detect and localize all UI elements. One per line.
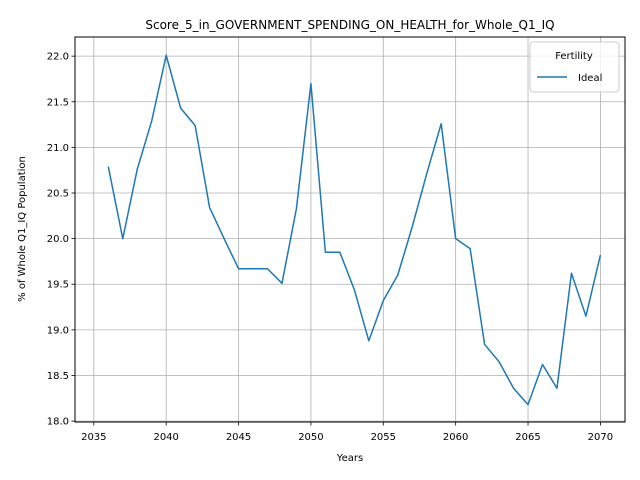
x-tick-label: 2050 [298, 432, 323, 443]
y-tick-label: 21.5 [47, 97, 69, 108]
x-axis-title: Years [336, 453, 363, 464]
x-axis: 2035 2040 2045 2050 2055 2060 2065 2070 [81, 422, 613, 443]
y-tick-label: 20.0 [47, 234, 69, 245]
x-tick-label: 2060 [443, 432, 468, 443]
y-tick-label: 21.0 [47, 143, 69, 154]
legend-box [529, 41, 620, 93]
y-axis: 18.0 18.5 19.0 19.5 20.0 20.5 21.0 21.5 22.0 [47, 52, 75, 428]
x-tick-label: 2070 [588, 432, 613, 443]
x-tick-label: 2040 [153, 432, 178, 443]
x-tick-label: 2045 [226, 432, 251, 443]
series-line-ideal [107, 54, 602, 406]
legend-label-ideal: Ideal [578, 73, 602, 84]
x-tick-label: 2055 [371, 432, 396, 443]
y-tick-label: 19.0 [47, 325, 69, 336]
chart-title: Score_5_in_GOVERNMENT_SPENDING_ON_HEALTH… [145, 18, 554, 32]
legend-title: Fertility [555, 51, 593, 62]
y-tick-label: 18.5 [47, 371, 69, 382]
y-tick-label: 22.0 [47, 52, 69, 63]
y-tick-label: 18.0 [47, 417, 69, 428]
x-tick-label: 2035 [81, 432, 106, 443]
y-axis-title: % of Whole Q1_IQ Population [17, 156, 28, 302]
grid-lines [75, 37, 625, 422]
plot-frame [74, 36, 626, 423]
y-tick-label: 19.5 [47, 280, 69, 291]
series-layer [107, 54, 602, 406]
x-tick-label: 2065 [515, 432, 540, 443]
y-tick-label: 20.5 [47, 189, 69, 200]
legend: Fertility Ideal [529, 41, 620, 93]
